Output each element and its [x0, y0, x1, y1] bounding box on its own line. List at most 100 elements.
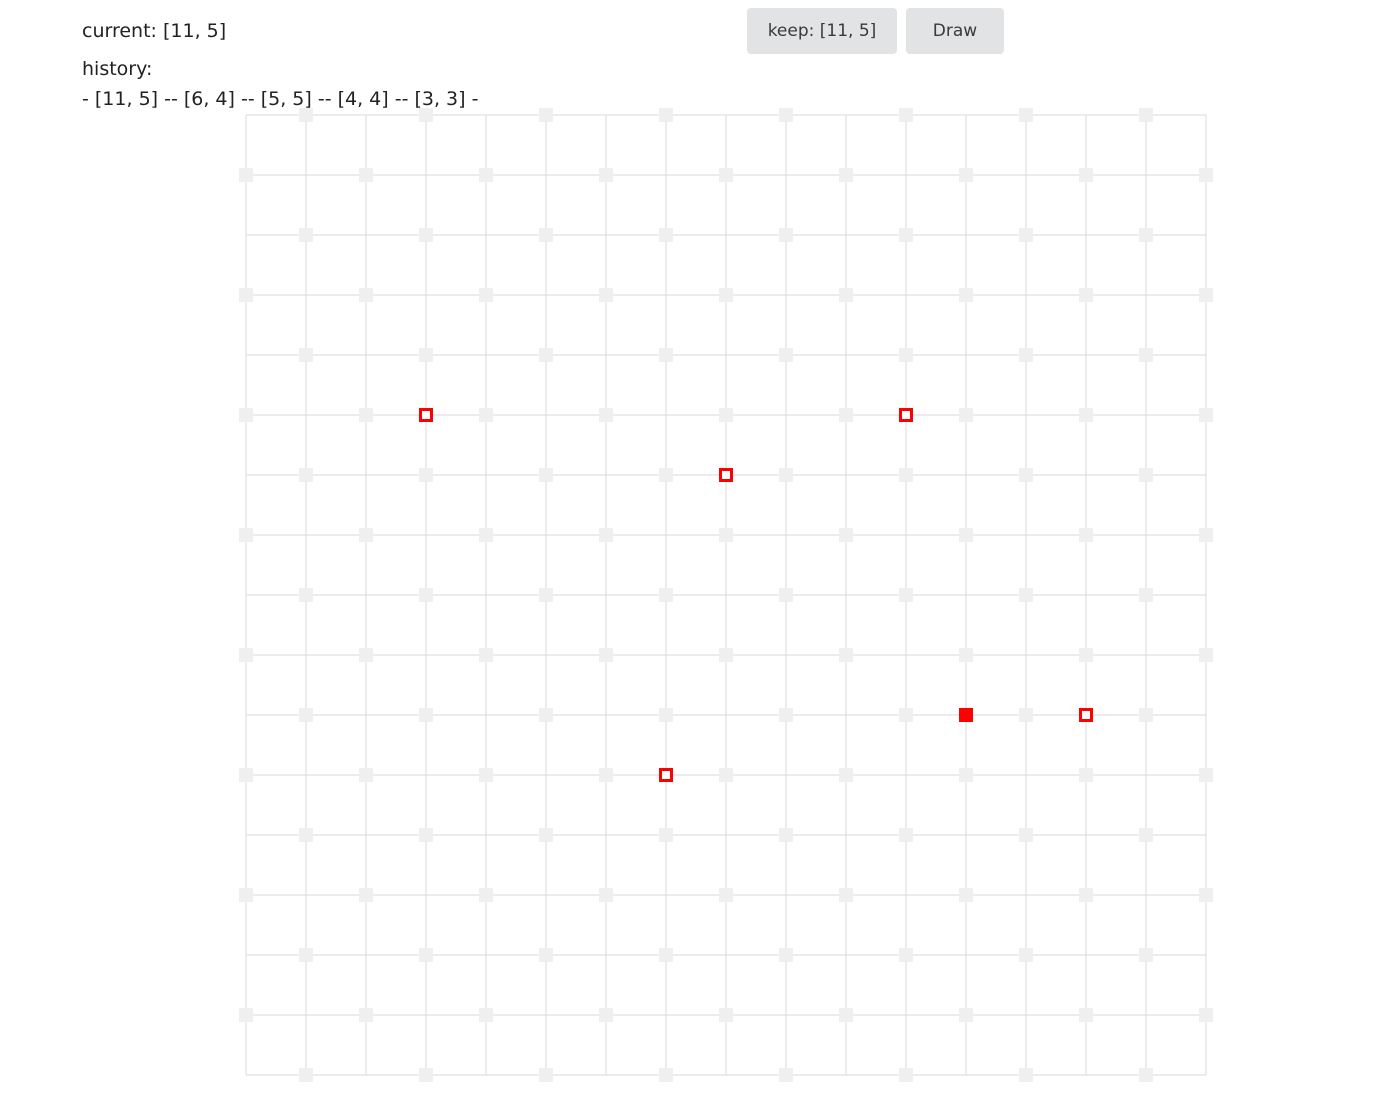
grid-dot[interactable] — [659, 828, 673, 842]
grid-dot[interactable] — [479, 288, 493, 302]
grid-dot[interactable] — [479, 888, 493, 902]
grid-dot[interactable] — [479, 1008, 493, 1022]
grid-dot[interactable] — [299, 348, 313, 362]
grid-dot[interactable] — [359, 408, 373, 422]
grid-dot[interactable] — [839, 648, 853, 662]
grid-dot[interactable] — [839, 168, 853, 182]
grid-dot[interactable] — [239, 1008, 253, 1022]
grid-dot[interactable] — [1079, 528, 1093, 542]
grid-dot[interactable] — [779, 948, 793, 962]
grid-dot[interactable] — [539, 588, 553, 602]
grid-dot[interactable] — [779, 708, 793, 722]
grid-dot[interactable] — [239, 528, 253, 542]
grid-dot[interactable] — [419, 348, 433, 362]
grid-dot[interactable] — [719, 768, 733, 782]
grid-dot[interactable] — [1079, 1008, 1093, 1022]
grid-dot[interactable] — [239, 168, 253, 182]
grid-dot[interactable] — [599, 528, 613, 542]
grid-dot[interactable] — [839, 528, 853, 542]
grid-dot[interactable] — [299, 588, 313, 602]
grid-dot[interactable] — [899, 228, 913, 242]
grid-dot[interactable] — [659, 348, 673, 362]
grid-dot[interactable] — [959, 888, 973, 902]
grid-dot[interactable] — [1019, 588, 1033, 602]
grid-dot[interactable] — [299, 228, 313, 242]
grid-dot[interactable] — [659, 108, 673, 122]
grid-dot[interactable] — [1199, 168, 1213, 182]
grid-dot[interactable] — [539, 828, 553, 842]
grid-dot[interactable] — [719, 168, 733, 182]
draw-button[interactable]: Draw — [906, 8, 1004, 54]
grid-dot[interactable] — [1139, 468, 1153, 482]
grid-dot[interactable] — [1019, 108, 1033, 122]
grid-dot[interactable] — [1139, 828, 1153, 842]
grid-dot[interactable] — [539, 468, 553, 482]
grid-dot[interactable] — [1199, 288, 1213, 302]
grid-dot[interactable] — [839, 888, 853, 902]
grid-dot[interactable] — [1199, 648, 1213, 662]
grid-dot[interactable] — [359, 528, 373, 542]
grid-dot[interactable] — [419, 108, 433, 122]
grid-dot[interactable] — [719, 288, 733, 302]
grid-dot[interactable] — [1139, 588, 1153, 602]
grid-dot[interactable] — [539, 948, 553, 962]
grid-dot[interactable] — [659, 588, 673, 602]
grid-dot[interactable] — [719, 408, 733, 422]
grid-dot[interactable] — [899, 948, 913, 962]
grid-dot[interactable] — [659, 228, 673, 242]
grid-dot[interactable] — [599, 168, 613, 182]
grid-dot[interactable] — [719, 528, 733, 542]
grid-dot[interactable] — [959, 288, 973, 302]
grid-dot[interactable] — [659, 1068, 673, 1082]
grid-dot[interactable] — [1139, 348, 1153, 362]
grid-dot[interactable] — [359, 768, 373, 782]
grid-dot[interactable] — [899, 1068, 913, 1082]
grid-dot[interactable] — [1199, 528, 1213, 542]
grid-dot[interactable] — [539, 228, 553, 242]
grid-dot[interactable] — [839, 408, 853, 422]
grid-dot[interactable] — [659, 708, 673, 722]
grid-dot[interactable] — [779, 108, 793, 122]
grid-dot[interactable] — [1139, 228, 1153, 242]
grid-dot[interactable] — [779, 228, 793, 242]
grid-dot[interactable] — [239, 768, 253, 782]
grid-dot[interactable] — [359, 888, 373, 902]
grid-dot[interactable] — [719, 648, 733, 662]
grid-dot[interactable] — [959, 528, 973, 542]
grid-dot[interactable] — [599, 648, 613, 662]
grid-dot[interactable] — [359, 648, 373, 662]
grid-dot[interactable] — [1139, 708, 1153, 722]
grid-dot[interactable] — [1079, 888, 1093, 902]
grid-dot[interactable] — [539, 348, 553, 362]
grid-dot[interactable] — [239, 408, 253, 422]
grid-dot[interactable] — [1079, 288, 1093, 302]
grid-dot[interactable] — [419, 828, 433, 842]
grid-dot[interactable] — [1079, 408, 1093, 422]
grid-dot[interactable] — [659, 948, 673, 962]
grid-dot[interactable] — [419, 588, 433, 602]
grid-dot[interactable] — [479, 648, 493, 662]
keep-button[interactable]: keep: [11, 5] — [747, 8, 897, 54]
grid-dot[interactable] — [299, 828, 313, 842]
grid-dot[interactable] — [959, 168, 973, 182]
grid-dot[interactable] — [299, 468, 313, 482]
grid-dot[interactable] — [479, 768, 493, 782]
grid-dot[interactable] — [1139, 108, 1153, 122]
grid-dot[interactable] — [1019, 708, 1033, 722]
grid-dot[interactable] — [479, 528, 493, 542]
grid-dot[interactable] — [239, 648, 253, 662]
grid-dot[interactable] — [599, 288, 613, 302]
grid-dot[interactable] — [419, 468, 433, 482]
grid-dot[interactable] — [239, 288, 253, 302]
grid-dot[interactable] — [1019, 228, 1033, 242]
grid-dot[interactable] — [959, 408, 973, 422]
grid-dot[interactable] — [299, 108, 313, 122]
grid-dot[interactable] — [899, 588, 913, 602]
grid-dot[interactable] — [539, 708, 553, 722]
grid-dot[interactable] — [959, 1008, 973, 1022]
grid-dot[interactable] — [599, 408, 613, 422]
grid-dot[interactable] — [299, 708, 313, 722]
grid-dot[interactable] — [1079, 648, 1093, 662]
grid-dot[interactable] — [359, 1008, 373, 1022]
